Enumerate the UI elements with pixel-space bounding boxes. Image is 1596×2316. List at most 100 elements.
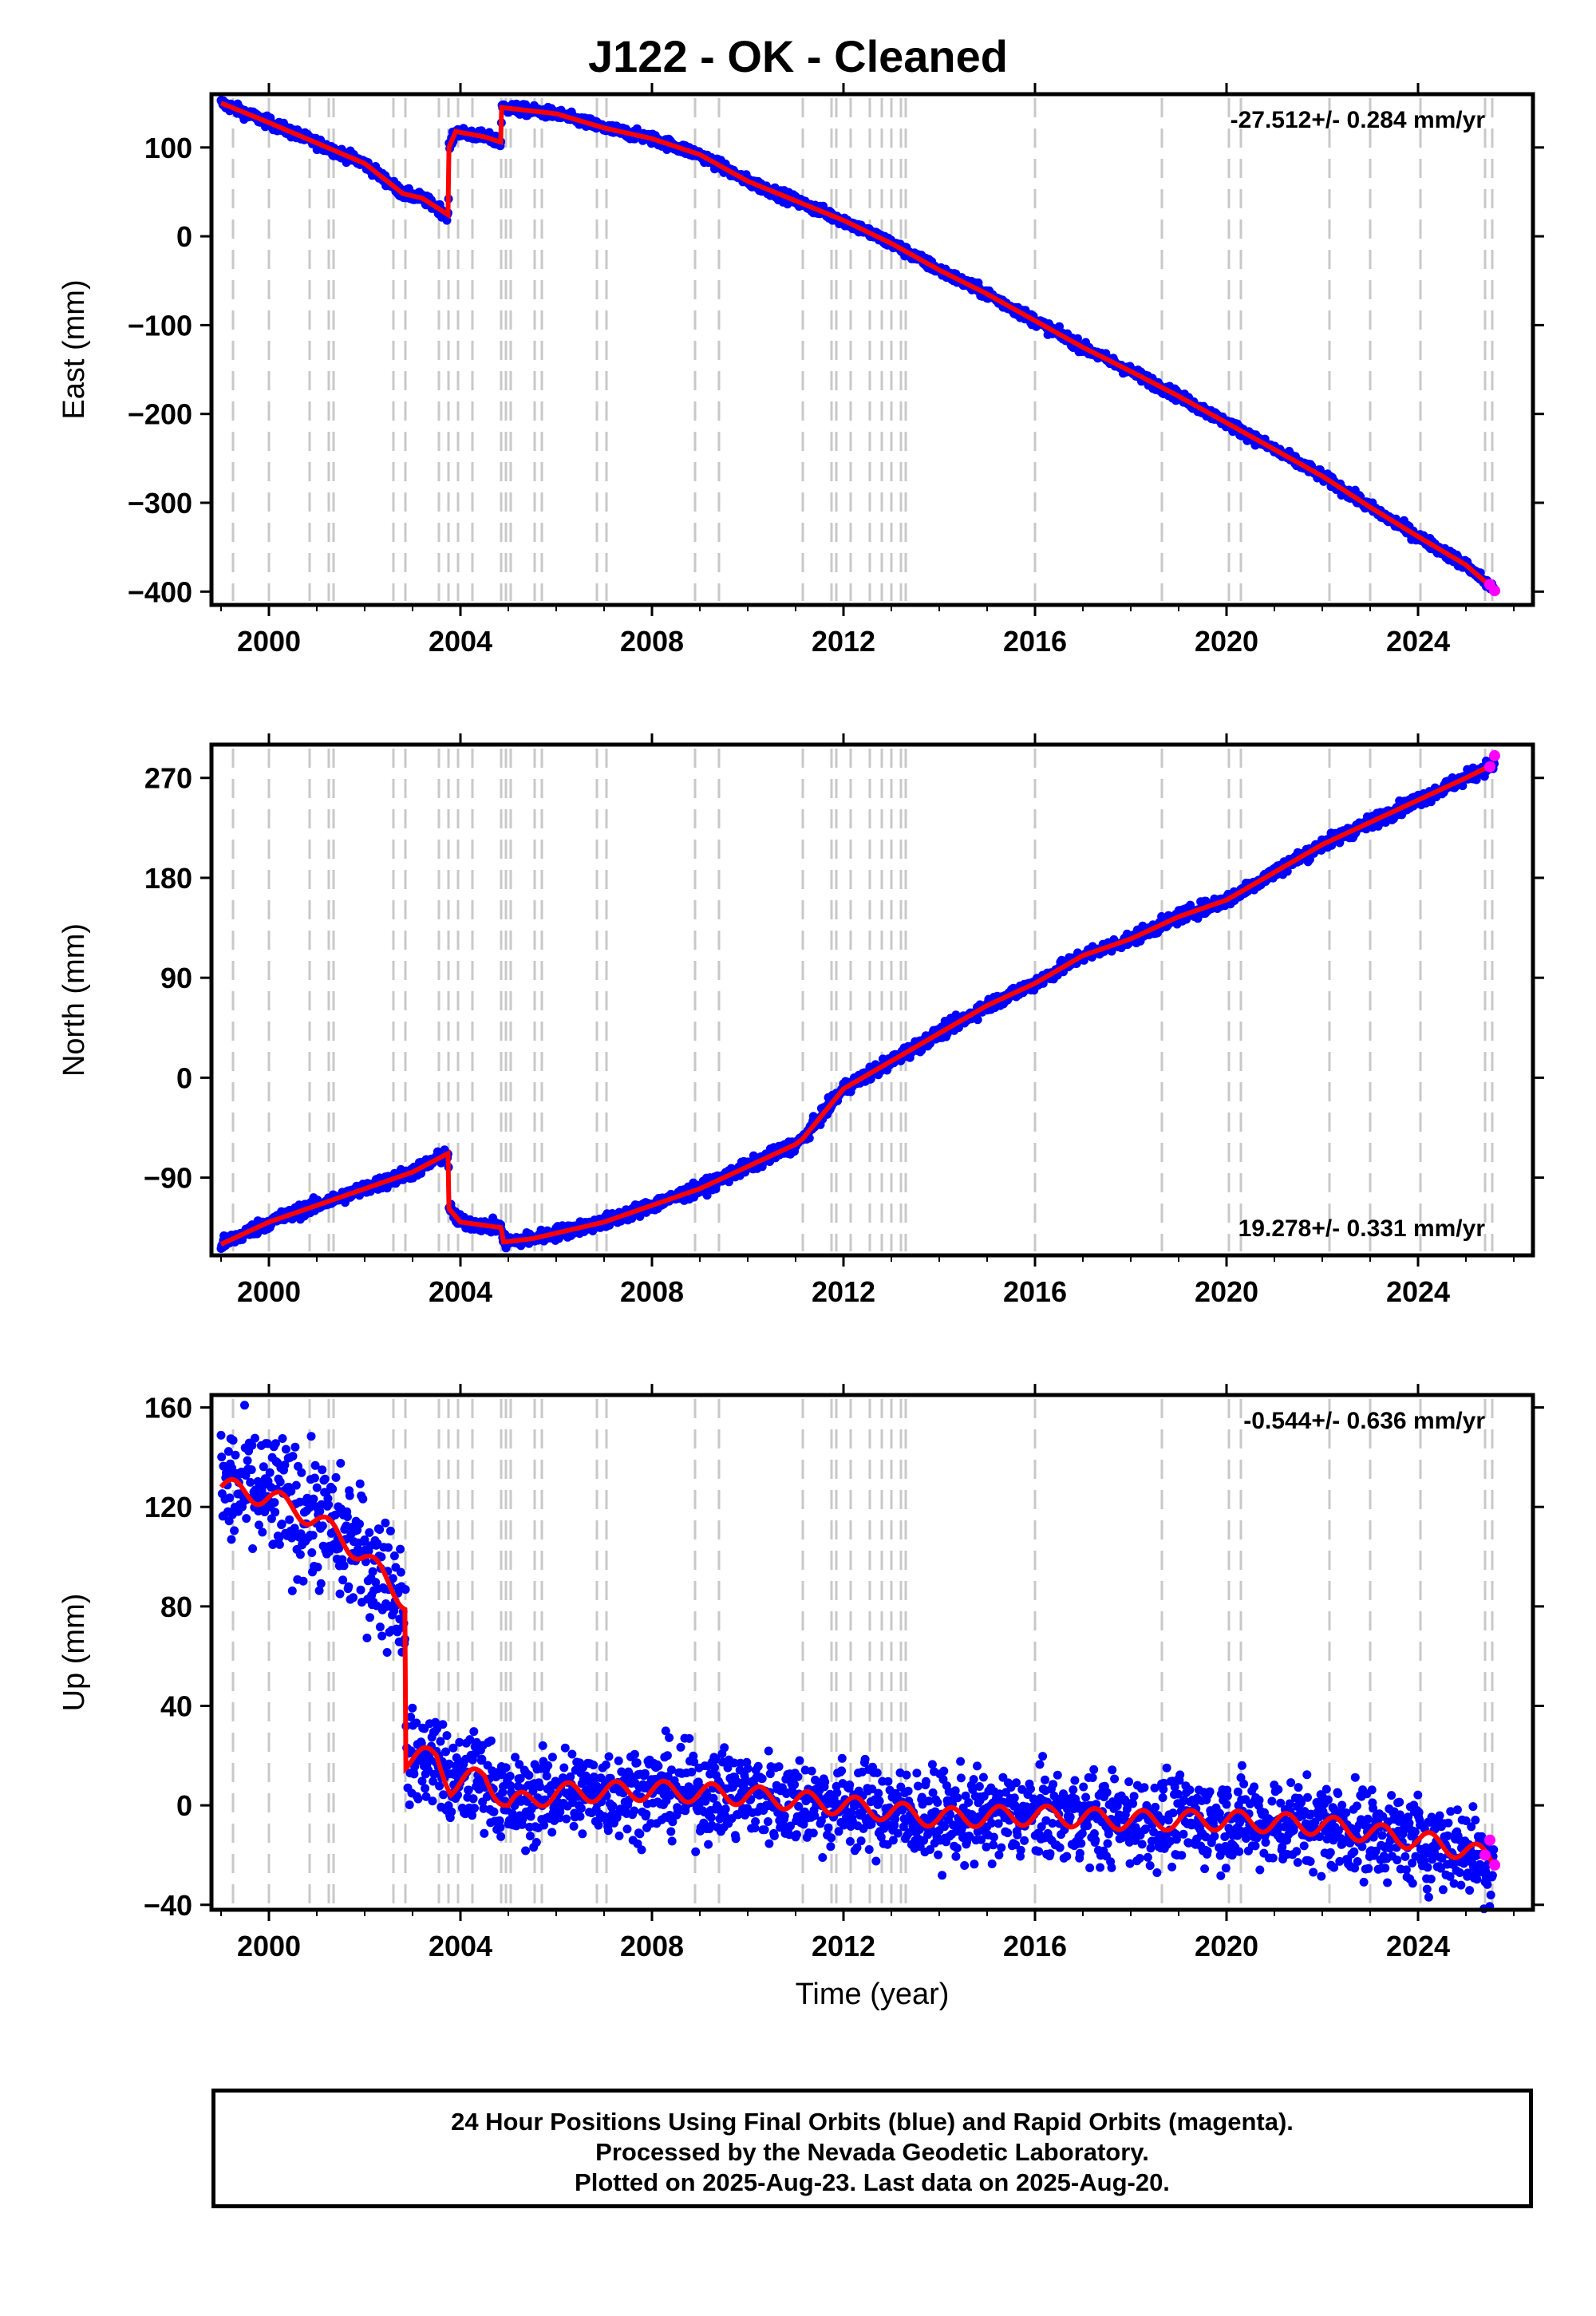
rapid-point <box>1484 761 1495 773</box>
x-tick-label: 2000 <box>237 1275 301 1308</box>
data-point <box>355 1479 365 1488</box>
x-tick-label: 2020 <box>1195 1275 1258 1308</box>
data-point <box>382 1648 392 1657</box>
data-point <box>228 1436 238 1445</box>
panel-up: 2000 2004 2008 2012 2016 2020 202416012080400−… <box>57 1384 1544 1962</box>
data-point <box>297 1468 306 1477</box>
y-tick-label: −200 <box>128 398 192 431</box>
x-tick-label: 2004 <box>429 1275 492 1308</box>
data-point <box>227 1535 236 1544</box>
data-point <box>240 1401 249 1410</box>
chart-title: J122 - OK - Cleaned <box>588 31 1008 81</box>
final-orbit-points <box>216 1401 1499 1914</box>
final-orbit-points <box>216 755 1499 1253</box>
panel-north: 2000 2004 2008 2012 2016 2020 2024 270 180 90 0 −90… <box>57 733 1544 1308</box>
final-orbit-points <box>216 96 1499 596</box>
x-tick-label: 2020 <box>1195 625 1258 658</box>
data-point <box>242 1514 251 1524</box>
data-point <box>251 1433 259 1443</box>
data-point <box>355 1520 364 1529</box>
data-point <box>336 1459 346 1468</box>
x-tick-label: 2008 <box>620 625 684 658</box>
data-point <box>243 1456 252 1465</box>
data-point <box>277 1520 286 1529</box>
data-point <box>295 1550 305 1559</box>
y-tick-label: 0 <box>176 1061 192 1094</box>
data-point <box>275 1477 285 1487</box>
data-point <box>271 1508 280 1517</box>
y-tick-label: −400 <box>128 575 192 608</box>
data-point <box>231 1450 240 1460</box>
data-point <box>258 1528 267 1537</box>
x-tick-label: 2024 <box>1386 625 1450 658</box>
y-axis-title: East (mm) <box>57 279 91 419</box>
data-point <box>225 1493 235 1503</box>
data-point <box>368 1567 377 1576</box>
data-point <box>381 1518 390 1528</box>
data-point <box>313 1563 322 1572</box>
data-point <box>365 1528 374 1537</box>
data-point <box>270 1498 279 1508</box>
data-point <box>246 1477 255 1487</box>
model-line <box>219 101 1497 592</box>
data-point <box>328 1484 338 1494</box>
x-tick-label: 2016 <box>1003 1275 1067 1308</box>
data-point <box>320 1474 330 1484</box>
data-point <box>265 1468 275 1477</box>
y-axis-title: North (mm) <box>57 923 91 1077</box>
y-tick-label: 100 <box>144 132 192 164</box>
data-point <box>310 1473 319 1483</box>
x-tick-label: 2008 <box>620 1275 684 1308</box>
rapid-orbit-points <box>1484 579 1500 597</box>
data-point <box>316 1579 326 1588</box>
model-line <box>219 761 1496 1247</box>
data-point <box>275 1539 284 1549</box>
data-point <box>973 1015 982 1025</box>
data-point <box>385 1526 395 1535</box>
data-point <box>217 1452 227 1462</box>
data-point <box>309 1494 318 1504</box>
data-point <box>285 1515 294 1524</box>
data-point <box>335 1589 345 1599</box>
data-point <box>377 1631 387 1641</box>
data-point <box>281 1445 290 1454</box>
data-point <box>288 1452 298 1461</box>
data-point <box>324 1500 334 1509</box>
data-point <box>331 1472 341 1482</box>
data-point <box>342 1512 352 1522</box>
data-point <box>312 1483 322 1492</box>
data-point <box>318 1465 327 1475</box>
data-point <box>318 1521 327 1531</box>
panel-east: 2000 2004 2008 2012 2016 2020 20241000−100−200… <box>57 83 1544 658</box>
plot-frame <box>209 92 1535 607</box>
data-point <box>306 1432 316 1441</box>
x-tick-label: 2024 <box>1386 1275 1450 1308</box>
data-point <box>287 1586 297 1595</box>
data-point <box>345 1491 354 1500</box>
rate-label: 19.278+/- 0.331 mm/yr <box>1238 1215 1486 1242</box>
x-tick-label: 2012 <box>812 625 875 658</box>
data-point <box>290 1442 300 1452</box>
rapid-point <box>1489 749 1500 761</box>
y-tick-label: 0 <box>176 220 192 253</box>
data-point <box>362 1633 372 1642</box>
rapid-point <box>1489 585 1500 597</box>
y-tick-label: 270 <box>144 762 192 795</box>
data-point <box>298 1576 308 1586</box>
y-tick-label: −300 <box>128 487 192 520</box>
y-tick-label: 180 <box>144 862 192 895</box>
y-tick-label: 90 <box>160 962 192 994</box>
data-point <box>247 1465 256 1475</box>
x-tick-label: 2000 <box>237 625 301 658</box>
data-point <box>307 1548 317 1557</box>
data-point <box>375 1525 385 1534</box>
data-point <box>375 1622 385 1632</box>
data-point <box>356 1585 365 1595</box>
data-point <box>248 1544 258 1553</box>
x-tick-label: 2012 <box>812 1275 875 1308</box>
y-tick-label: −100 <box>128 309 192 342</box>
y-tick-label: −90 <box>144 1162 192 1195</box>
rate-label: -27.512+/- 0.284 mm/yr <box>1231 107 1486 133</box>
data-point <box>349 1593 358 1603</box>
